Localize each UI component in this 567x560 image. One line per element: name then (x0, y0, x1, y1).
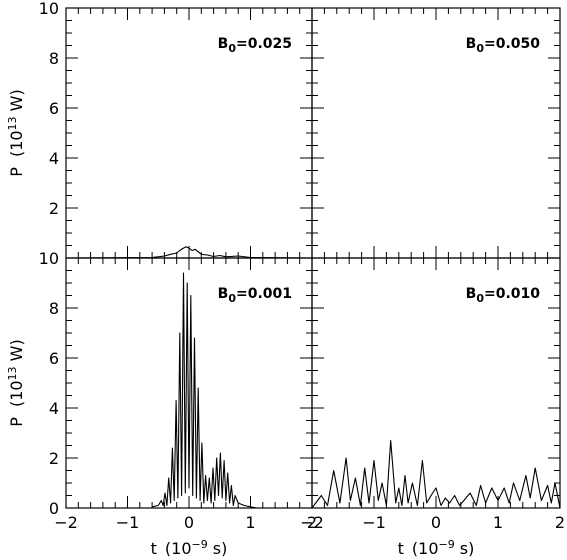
x-tick-label: 1 (493, 513, 503, 532)
y-axis-label-main: P (7, 417, 26, 427)
y-axis-label-unit: (10 (7, 380, 26, 407)
panel-0: 2 4 6 8 10 B0=0.025 P (1013 W) (6, 0, 313, 259)
y-tick-label: 4 (49, 149, 59, 168)
panel-label-main: B (218, 36, 229, 52)
y-tick-label: 8 (49, 299, 59, 318)
y-tick-label: 10 (39, 249, 59, 268)
panel-label-main: B (218, 286, 229, 302)
x-tick-label: −1 (116, 513, 140, 532)
x-tick-label: 2 (555, 513, 565, 532)
x-axis-label-post: s) (455, 539, 475, 558)
panel-label-tail: =0.025 (236, 36, 292, 52)
panel-label-sub: 0 (228, 42, 236, 55)
series-line (311, 439, 561, 509)
y-tick-label: 8 (49, 49, 59, 68)
x-tick-label: 0 (431, 513, 441, 532)
y-tick-label: 10 (39, 0, 59, 18)
panel-label-sub: 0 (228, 292, 236, 305)
x-tick-label: 1 (245, 513, 255, 532)
y-axis-label-exp: 13 (6, 366, 19, 380)
series-line (151, 272, 257, 509)
panel-label-sub: 0 (476, 42, 484, 55)
y-axis-label-post: W) (7, 339, 26, 366)
panel-label: B0=0.025 (218, 36, 292, 55)
x-axis-label: t (10−9 s) (398, 538, 475, 558)
panel-label: B0=0.001 (218, 286, 292, 305)
panel-label-sub: 0 (476, 292, 484, 305)
x-axis-label-unit: (10 (412, 539, 439, 558)
y-tick-label: 2 (49, 449, 59, 468)
panel-label-tail: =0.050 (484, 36, 540, 52)
panel-label: B0=0.010 (466, 286, 541, 305)
x-axis-label-main: t (151, 539, 157, 558)
y-tick-label: 0 (49, 499, 59, 518)
x-axis-label: t (10−9 s) (151, 538, 228, 558)
panel-label-tail: =0.010 (484, 286, 540, 302)
y-axis-label-main: P (7, 167, 26, 177)
x-axis-label-main: t (398, 539, 404, 558)
x-axis-label-exp: −9 (439, 538, 455, 551)
x-axis-label-post: s) (208, 539, 228, 558)
y-tick-label: 4 (49, 399, 59, 418)
panel-label-main: B (466, 36, 477, 52)
panel-label-main: B (466, 286, 477, 302)
y-axis-label-exp: 13 (6, 116, 19, 130)
x-tick-label: −1 (362, 513, 386, 532)
panel-1: B0=0.050 (311, 7, 561, 259)
x-tick-label: 2 (307, 513, 317, 532)
y-axis-label-unit: (10 (7, 130, 26, 157)
panel-label-tail: =0.001 (236, 286, 292, 302)
y-axis-label-post: W) (7, 89, 26, 116)
x-axis-label-exp: −9 (192, 538, 208, 551)
y-axis-label: P (1013 W) (6, 339, 26, 426)
x-tick-label: 0 (184, 513, 194, 532)
x-tick-label: −2 (54, 513, 78, 532)
panel-label: B0=0.050 (466, 36, 541, 55)
x-tick-label: −2 (300, 513, 324, 532)
y-tick-label: 2 (49, 199, 59, 218)
y-tick-label: 6 (49, 99, 59, 118)
series-line (65, 246, 313, 259)
x-axis-label-unit: (10 (165, 539, 192, 558)
y-axis-label: P (1013 W) (6, 89, 26, 176)
y-tick-label: 6 (49, 349, 59, 368)
